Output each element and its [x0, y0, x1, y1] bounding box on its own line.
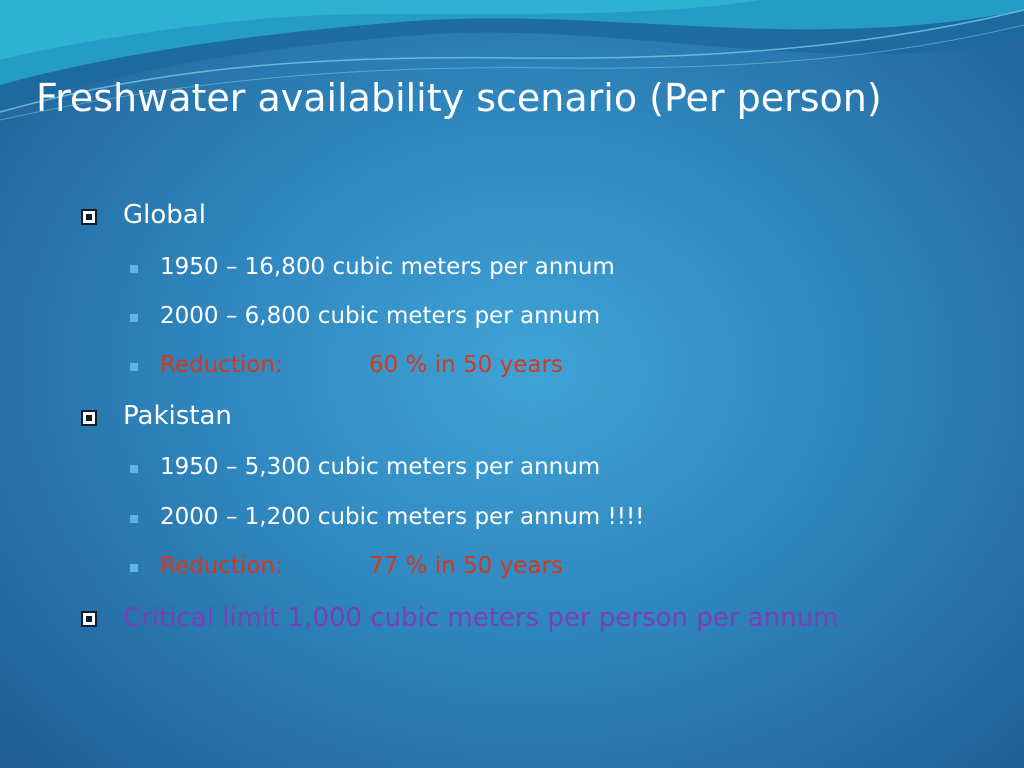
bullet	[130, 465, 138, 473]
section-label: Global	[123, 200, 206, 230]
section-label: Pakistan	[123, 401, 232, 431]
bullet	[130, 265, 138, 273]
item-label: Reduction:	[160, 352, 283, 378]
slide-title: Freshwater availability scenario (Per pe…	[36, 76, 882, 120]
item-label: Reduction:	[160, 553, 283, 579]
item-value: 77 % in 50 years	[369, 553, 563, 579]
bullet	[130, 363, 138, 371]
item: 2000 – 6,800 cubic meters per annum	[160, 303, 601, 329]
item: 2000 – 1,200 cubic meters per annum !!!!	[160, 504, 645, 530]
item: 1950 – 5,300 cubic meters per annum	[160, 454, 601, 480]
bullet	[81, 611, 97, 627]
item-value: 60 % in 50 years	[369, 352, 563, 378]
bullet	[81, 209, 97, 225]
bullet	[81, 410, 97, 426]
bullet	[130, 314, 138, 322]
bullet	[130, 564, 138, 572]
bullet	[130, 515, 138, 523]
item: 1950 – 16,800 cubic meters per annum	[160, 254, 615, 280]
header-waves	[0, 0, 1024, 121]
note: Critical limit 1,000 cubic meters per pe…	[123, 603, 839, 633]
